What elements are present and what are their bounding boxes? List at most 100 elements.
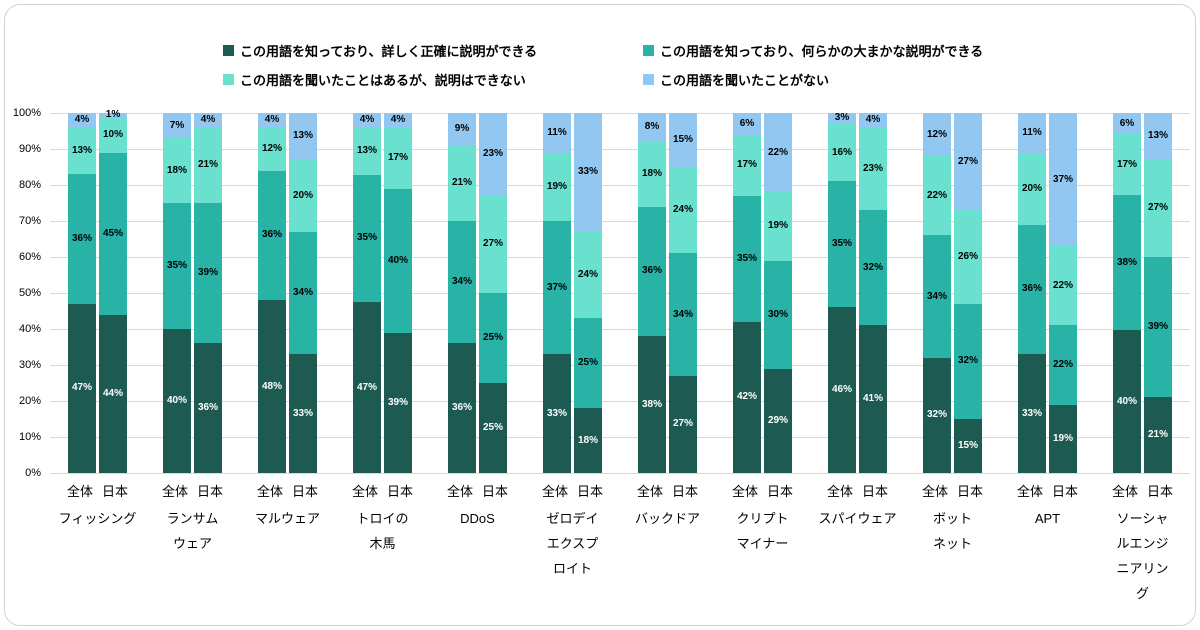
bar-value-label: 24% <box>672 204 694 216</box>
bar-value-label: 30% <box>767 308 789 320</box>
bar-segment: 33% <box>1018 354 1046 473</box>
bar-value-label: 32% <box>957 355 979 367</box>
category-name-line: ウェア <box>172 536 212 551</box>
bar-group: 47% 36% 13% 4% 44% 45% 10% 1% <box>50 109 145 473</box>
category-label: 全体 日本 ボット ネット <box>905 481 1000 606</box>
bar-segment: 1% <box>99 109 127 119</box>
bar-segment: 47% <box>68 303 96 473</box>
bar-label-pair: 全体 日本 <box>1095 481 1190 500</box>
bar-segment: 3% <box>828 113 856 124</box>
bar-segment: 19% <box>543 152 571 222</box>
bar-group: 46% 35% 16% 3% 41% 32% 23% 4% <box>810 113 905 473</box>
stacked-bar: 27% 34% 24% 15% <box>669 113 697 473</box>
bar-segment: 40% <box>1113 330 1141 473</box>
bar-segment: 18% <box>574 408 602 473</box>
bar-segment: 24% <box>574 231 602 319</box>
bar-segment: 35% <box>163 203 191 329</box>
bar-value-label: 36% <box>261 229 283 241</box>
stacked-bar: 40% 38% 17% 6% <box>1113 113 1141 473</box>
bar-segment: 22% <box>923 156 951 236</box>
bar-value-label: 40% <box>1116 395 1138 407</box>
stacked-bar: 33% 36% 20% 11% <box>1018 113 1046 473</box>
category-label: 全体 日本 ゼロデイ エクスプ ロイト <box>525 481 620 606</box>
category-label: 全体 日本 クリプト マイナー <box>715 481 810 606</box>
bar-value-label: 6% <box>739 117 755 129</box>
bar-value-label: 34% <box>451 276 473 288</box>
category-label: 全体 日本 マルウェア <box>240 481 335 606</box>
stacked-bar: 47% 35% 13% 4% <box>353 113 381 473</box>
bar-value-label: 22% <box>767 146 789 158</box>
bar-label: 全体 <box>161 484 188 499</box>
bar-label: 日本 <box>577 484 604 499</box>
y-axis-tick-label: 20% <box>18 395 41 407</box>
category-name-line: トロイの <box>356 511 409 526</box>
bar-value-label: 25% <box>577 357 599 369</box>
category-name-line: フィッシング <box>58 511 137 526</box>
bar-value-label: 40% <box>387 254 409 266</box>
y-axis-tick-label: 40% <box>18 323 41 335</box>
bar-segment: 23% <box>859 127 887 211</box>
legend-item: この用語を知っており、詳しく正確に説明ができる <box>223 41 643 60</box>
bar-value-label: 35% <box>356 232 378 244</box>
bar-segment: 15% <box>669 113 697 168</box>
bar-segment: 39% <box>1144 257 1172 398</box>
category-label: 全体 日本 DDoS <box>430 481 525 606</box>
bar-segment: 16% <box>828 123 856 182</box>
bar-group: 32% 34% 22% 12% 15% 32% 26% 27% <box>905 113 1000 473</box>
bar-value-label: 36% <box>197 402 219 414</box>
bar-segment: 7% <box>163 113 191 139</box>
bar-value-label: 4% <box>74 114 90 126</box>
y-axis-tick-label: 90% <box>18 143 41 155</box>
stacked-bar: 29% 30% 19% 22% <box>764 113 792 473</box>
bar-segment: 45% <box>99 152 127 315</box>
bar-value-label: 37% <box>546 281 568 293</box>
bar-value-label: 37% <box>1052 173 1074 185</box>
bar-value-label: 3% <box>834 112 850 124</box>
bar-segment: 11% <box>543 113 571 153</box>
bar-segment: 10% <box>99 116 127 153</box>
x-axis-labels: 全体 日本 フィッシング 全体 日本 ランサム ウェア 全体 日本 マルウェア 全体 日本 トロイの 木馬… <box>50 481 1190 606</box>
legend-swatch-icon <box>643 45 654 56</box>
bar-group: 40% 38% 17% 6% 21% 39% 27% 13% <box>1095 113 1190 473</box>
gridline <box>50 365 1190 366</box>
y-axis-tick-label: 60% <box>18 251 41 263</box>
legend-label: この用語を聞いたことはあるが、説明はできない <box>240 73 526 88</box>
stacked-bar: 32% 34% 22% 12% <box>923 113 951 473</box>
bar-value-label: 32% <box>862 261 884 273</box>
bar-value-label: 48% <box>261 380 283 392</box>
bar-value-label: 35% <box>831 238 853 250</box>
bar-segment: 36% <box>194 343 222 473</box>
bar-segment: 40% <box>384 188 412 333</box>
bar-segment: 29% <box>764 368 792 473</box>
y-axis-tick-label: 30% <box>18 359 41 371</box>
plot-area: 47% 36% 13% 4% 44% 45% 10% 1% 40% 35% 18% 7% 36% 39% 2… <box>50 109 1190 474</box>
bar-label-pair: 全体 日本 <box>240 481 335 500</box>
bar-value-label: 34% <box>292 287 314 298</box>
bar-segment: 33% <box>289 354 317 473</box>
legend-label: この用語を知っており、何らかの大まかな説明ができる <box>660 44 984 59</box>
bar-segment: 4% <box>68 113 96 128</box>
legend-label: この用語を聞いたことがない <box>660 73 830 88</box>
bar-segment: 36% <box>448 343 476 473</box>
bar-value-label: 25% <box>482 332 504 343</box>
bar-segment: 15% <box>954 419 982 473</box>
bar-segment: 33% <box>543 354 571 473</box>
bar-segment: 12% <box>923 113 951 157</box>
bar-value-label: 4% <box>359 114 375 126</box>
bar-value-label: 47% <box>356 381 378 393</box>
bar-value-label: 9% <box>454 123 470 135</box>
bar-segment: 39% <box>384 332 412 473</box>
category-label: 全体 日本 スパイウェア <box>810 481 905 606</box>
bar-segment: 24% <box>669 167 697 254</box>
bar-segment: 34% <box>669 253 697 376</box>
bar-value-label: 41% <box>862 393 884 405</box>
bar-value-label: 38% <box>641 398 663 410</box>
stacked-bar: 46% 35% 16% 3% <box>828 113 856 473</box>
category-name-line: ランサム <box>166 511 219 526</box>
bar-value-label: 27% <box>482 238 504 250</box>
bar-value-label: 4% <box>865 114 881 126</box>
bar-value-label: 21% <box>1147 429 1169 441</box>
category-name-line: ネット <box>932 536 972 551</box>
bar-label: 全体 <box>446 484 473 499</box>
bar-segment: 4% <box>859 113 887 128</box>
